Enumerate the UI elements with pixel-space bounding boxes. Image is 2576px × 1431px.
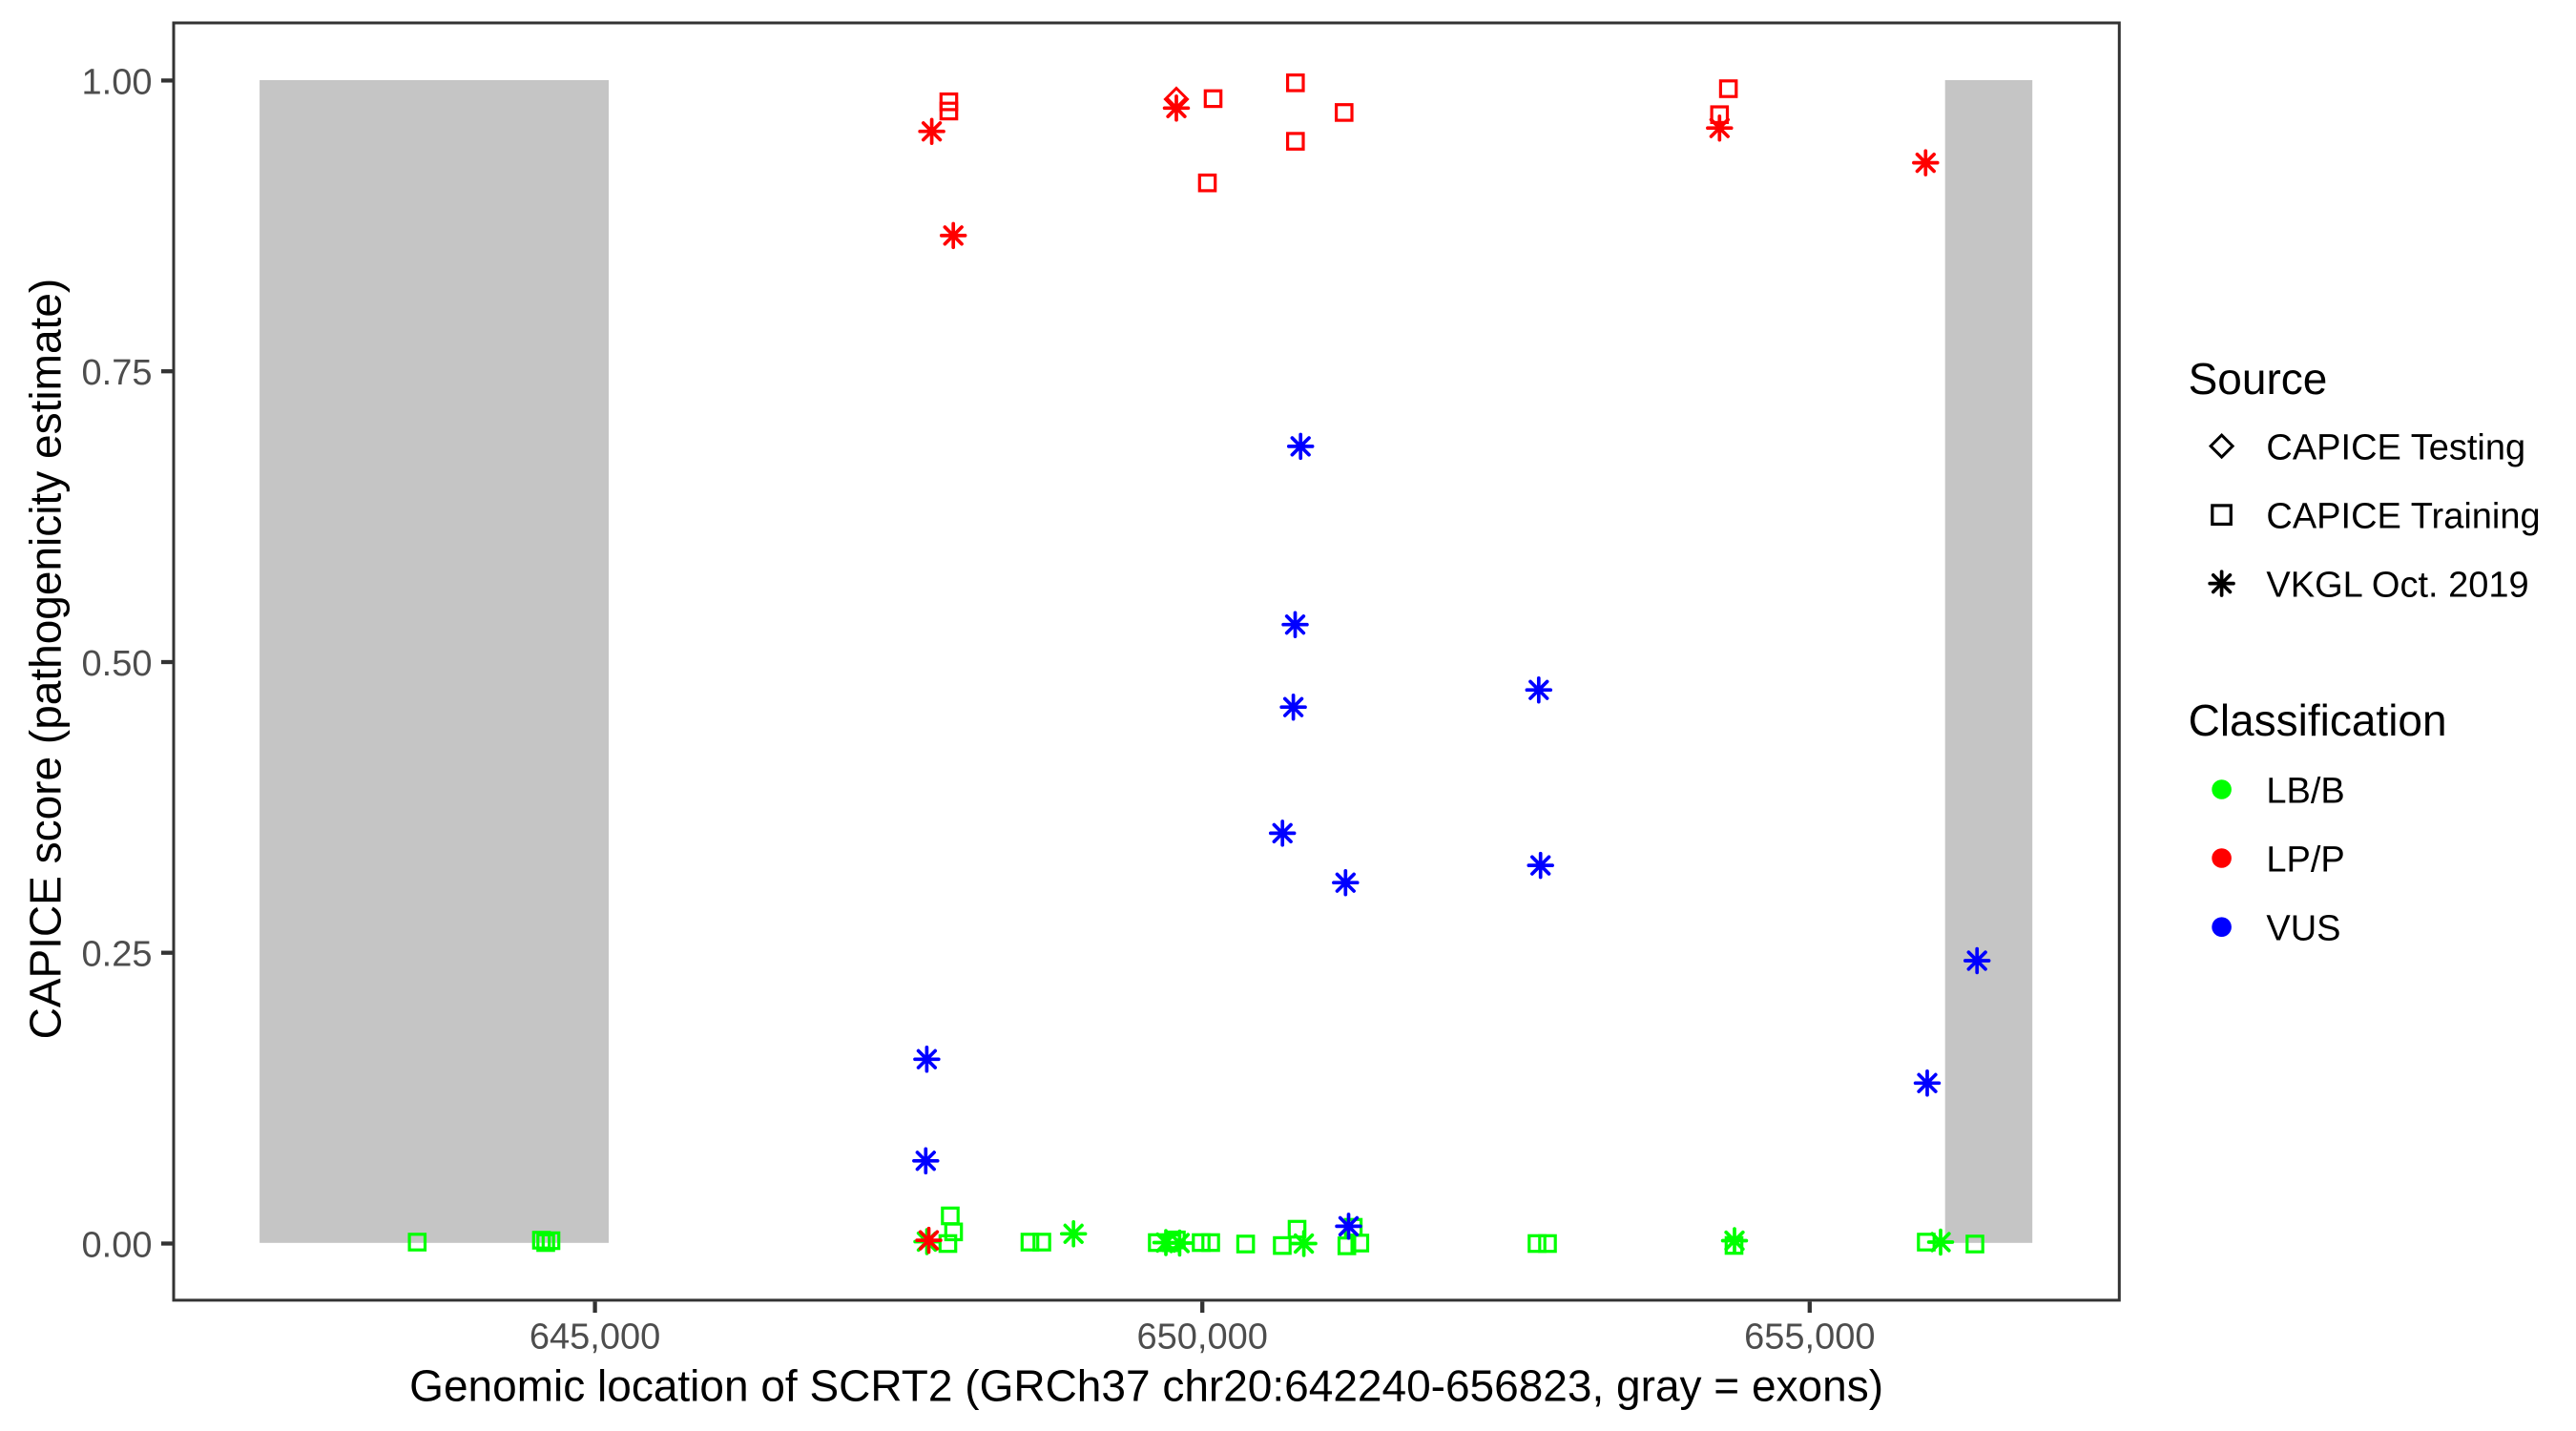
svg-text:645,000: 645,000 (530, 1317, 660, 1358)
svg-text:Classification: Classification (2189, 695, 2447, 745)
svg-text:LP/P: LP/P (2266, 840, 2344, 880)
svg-text:650,000: 650,000 (1137, 1317, 1268, 1358)
svg-text:655,000: 655,000 (1744, 1317, 1875, 1358)
svg-text:1.00: 1.00 (82, 62, 153, 102)
svg-text:Genomic location of SCRT2 (GRC: Genomic location of SCRT2 (GRCh37 chr20:… (409, 1360, 1883, 1410)
svg-text:CAPICE Testing: CAPICE Testing (2266, 427, 2525, 467)
svg-text:0.25: 0.25 (82, 935, 153, 975)
svg-text:CAPICE Training: CAPICE Training (2266, 496, 2540, 536)
svg-text:0.50: 0.50 (82, 644, 153, 684)
svg-text:0.75: 0.75 (82, 353, 153, 393)
svg-text:Source: Source (2189, 354, 2328, 404)
svg-text:VKGL Oct. 2019: VKGL Oct. 2019 (2266, 565, 2528, 605)
svg-text:CAPICE score (pathogenicity es: CAPICE score (pathogenicity estimate) (21, 279, 71, 1040)
svg-text:LB/B: LB/B (2266, 771, 2344, 811)
svg-text:VUS: VUS (2266, 909, 2340, 949)
svg-text:0.00: 0.00 (82, 1225, 153, 1265)
